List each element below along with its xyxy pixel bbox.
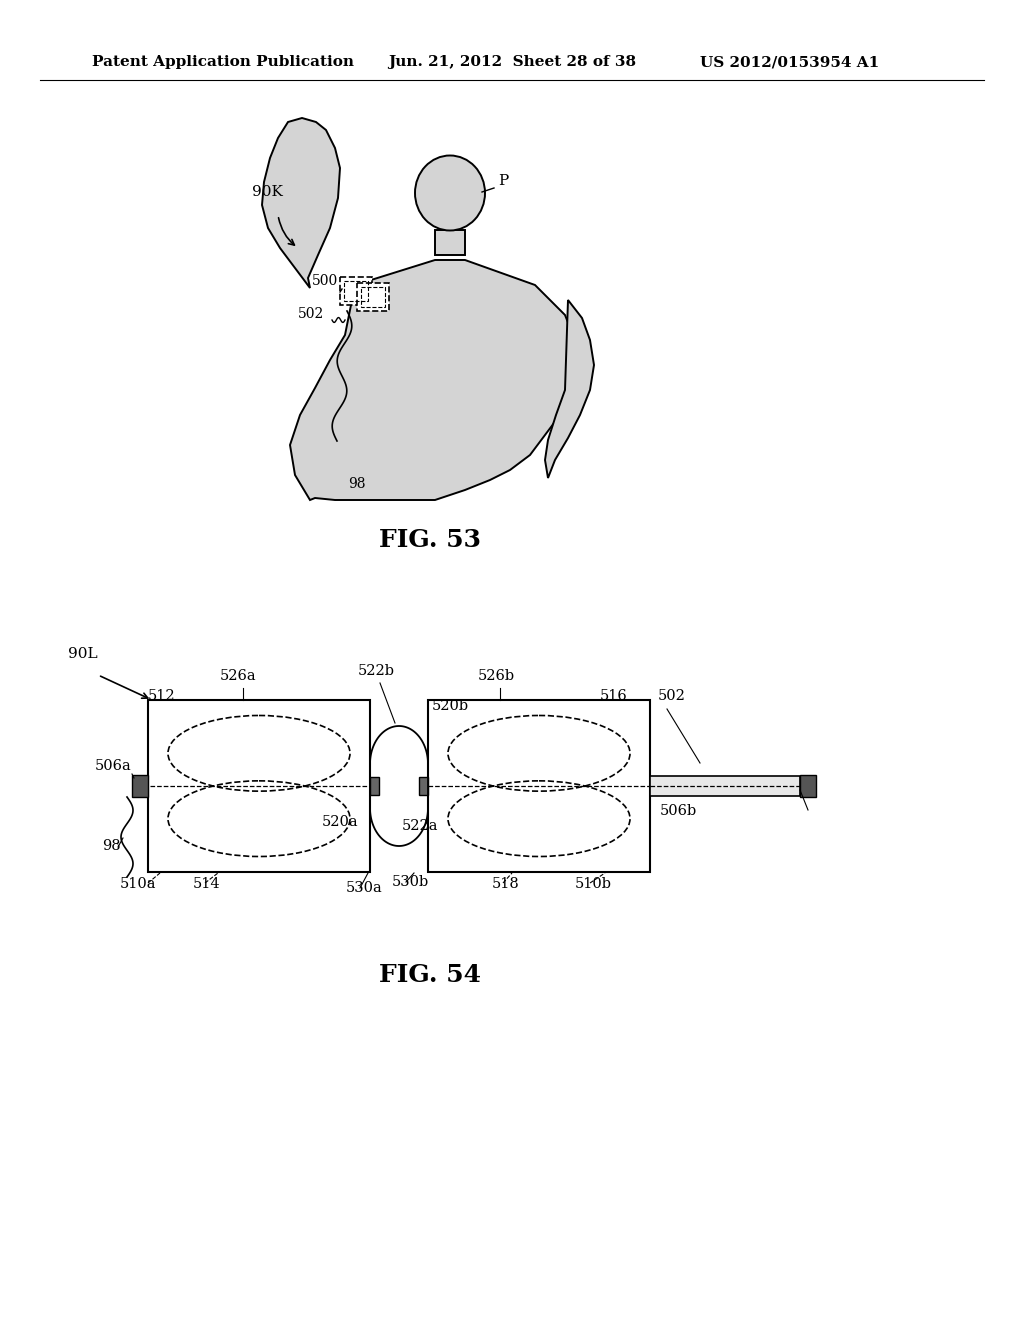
Polygon shape bbox=[435, 230, 465, 255]
Text: 98: 98 bbox=[348, 477, 366, 491]
Text: 522b: 522b bbox=[358, 664, 395, 678]
Text: 520a: 520a bbox=[322, 814, 358, 829]
PathPatch shape bbox=[545, 300, 594, 478]
Text: 510a: 510a bbox=[120, 876, 157, 891]
FancyBboxPatch shape bbox=[357, 282, 389, 312]
Text: US 2012/0153954 A1: US 2012/0153954 A1 bbox=[700, 55, 880, 69]
Text: 502: 502 bbox=[658, 689, 686, 704]
PathPatch shape bbox=[290, 260, 580, 500]
Text: 510b: 510b bbox=[575, 876, 612, 891]
Text: 526b: 526b bbox=[478, 669, 515, 682]
Text: 530b: 530b bbox=[392, 875, 429, 888]
Text: 530a: 530a bbox=[346, 880, 383, 895]
Bar bbox=[132, 775, 148, 797]
Bar bbox=[419, 777, 428, 795]
Text: 518: 518 bbox=[492, 876, 520, 891]
Bar bbox=[370, 777, 379, 795]
Text: 98: 98 bbox=[102, 840, 121, 853]
Text: 500: 500 bbox=[312, 275, 338, 288]
Ellipse shape bbox=[415, 156, 485, 231]
Text: 520b: 520b bbox=[432, 700, 469, 713]
Text: 512: 512 bbox=[148, 689, 176, 704]
Bar bbox=[800, 775, 816, 797]
FancyBboxPatch shape bbox=[340, 277, 372, 305]
Text: P: P bbox=[498, 174, 508, 187]
Bar bbox=[650, 776, 800, 796]
PathPatch shape bbox=[262, 117, 340, 288]
Text: 516: 516 bbox=[600, 689, 628, 704]
Text: 506b: 506b bbox=[660, 804, 697, 818]
Text: 90K: 90K bbox=[252, 185, 283, 199]
Text: 514: 514 bbox=[193, 876, 220, 891]
Text: 502: 502 bbox=[298, 308, 325, 321]
Text: FIG. 53: FIG. 53 bbox=[379, 528, 481, 552]
Text: 526a: 526a bbox=[220, 669, 257, 682]
Text: 522a: 522a bbox=[402, 818, 438, 833]
Bar bbox=[428, 700, 650, 873]
Text: Patent Application Publication: Patent Application Publication bbox=[92, 55, 354, 69]
Text: 90L: 90L bbox=[68, 647, 97, 661]
Text: FIG. 54: FIG. 54 bbox=[379, 964, 481, 987]
Bar bbox=[148, 700, 370, 873]
Text: Jun. 21, 2012  Sheet 28 of 38: Jun. 21, 2012 Sheet 28 of 38 bbox=[388, 55, 636, 69]
Text: 506a: 506a bbox=[95, 759, 132, 774]
